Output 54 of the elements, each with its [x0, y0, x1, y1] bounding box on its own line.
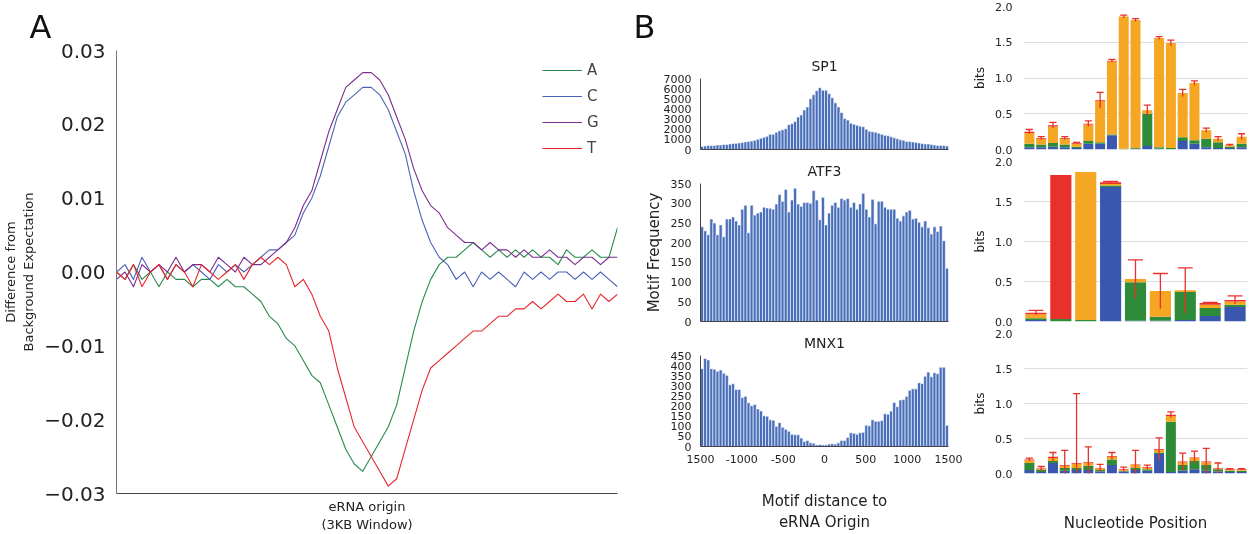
x-tick-label: -500 — [770, 452, 796, 466]
y-tick-label: 0.00 — [60, 260, 106, 284]
y-tick-label: 2.0 — [995, 327, 1013, 341]
y-tick-label: 1.5 — [995, 36, 1013, 50]
y-tick-label: 0.0 — [995, 143, 1013, 157]
y-tick-label: 1.0 — [995, 72, 1013, 85]
y-tick-label: 1.5 — [995, 195, 1013, 209]
y-tick-label: 0.0 — [995, 467, 1013, 481]
y-axis-title: Motif Frequency — [644, 192, 663, 313]
x-axis-title: eRNA origin (3KB Window) — [321, 498, 413, 532]
y-tick-label: −0.02 — [44, 407, 106, 432]
y-tick-label: 200 — [670, 236, 692, 250]
chart-title: SP1 — [811, 57, 838, 74]
x-axis-title: Nucleotide Position — [1063, 513, 1208, 532]
y-tick-label: 0.5 — [995, 275, 1013, 289]
y-tick-label: 0.01 — [60, 186, 106, 211]
chart-title: MNX1 — [803, 334, 846, 351]
y-tick-label: 0.5 — [995, 432, 1013, 446]
legend-label: A — [587, 61, 599, 79]
y-tick-label: −0.01 — [44, 333, 106, 358]
x-tick-label: 500 — [855, 452, 877, 466]
y-tick-label: 2.0 — [995, 0, 1013, 14]
x-tick-label: 1000 — [893, 452, 922, 466]
y-tick-label: 0 — [684, 315, 692, 329]
y-axis-title: bits — [973, 230, 988, 253]
y-tick-label: 100 — [670, 276, 692, 290]
y-tick-label: 0.02 — [60, 112, 106, 137]
y-tick-label: 350 — [670, 177, 692, 191]
y-tick-label: −0.03 — [44, 481, 106, 506]
x-tick-label: -1000 — [725, 452, 758, 466]
chart-title: ATF3 — [807, 162, 842, 179]
legend-label: C — [587, 87, 599, 105]
x-axis-title: Motif distance to eRNA Origin — [761, 491, 888, 532]
y-axis-title: bits — [973, 392, 988, 415]
legend-label: G — [587, 113, 600, 131]
y-tick-label: 0.03 — [60, 38, 106, 63]
x-tick-label: 0 — [821, 452, 828, 466]
y-tick-label: 150 — [670, 256, 692, 270]
y-tick-label: 2.0 — [995, 155, 1013, 169]
y-tick-label: 1.5 — [995, 362, 1013, 376]
y-tick-label: 0.0 — [995, 315, 1013, 329]
y-axis-title: bits — [973, 67, 988, 89]
y-tick-label: 300 — [670, 197, 692, 211]
y-tick-label: 1.0 — [995, 235, 1013, 249]
x-tick-label: 1500 — [686, 452, 715, 466]
y-axis-title: Difference from Background Expectation — [3, 192, 37, 352]
text: A — [29, 7, 52, 46]
legend-label: T — [587, 139, 598, 157]
y-tick-label: 250 — [670, 216, 692, 230]
y-tick-label: 1.0 — [995, 397, 1013, 411]
text: B — [633, 7, 656, 46]
x-tick-label: 1500 — [934, 452, 963, 466]
y-tick-label: 0.5 — [995, 107, 1013, 121]
y-tick-label: 50 — [677, 295, 692, 309]
